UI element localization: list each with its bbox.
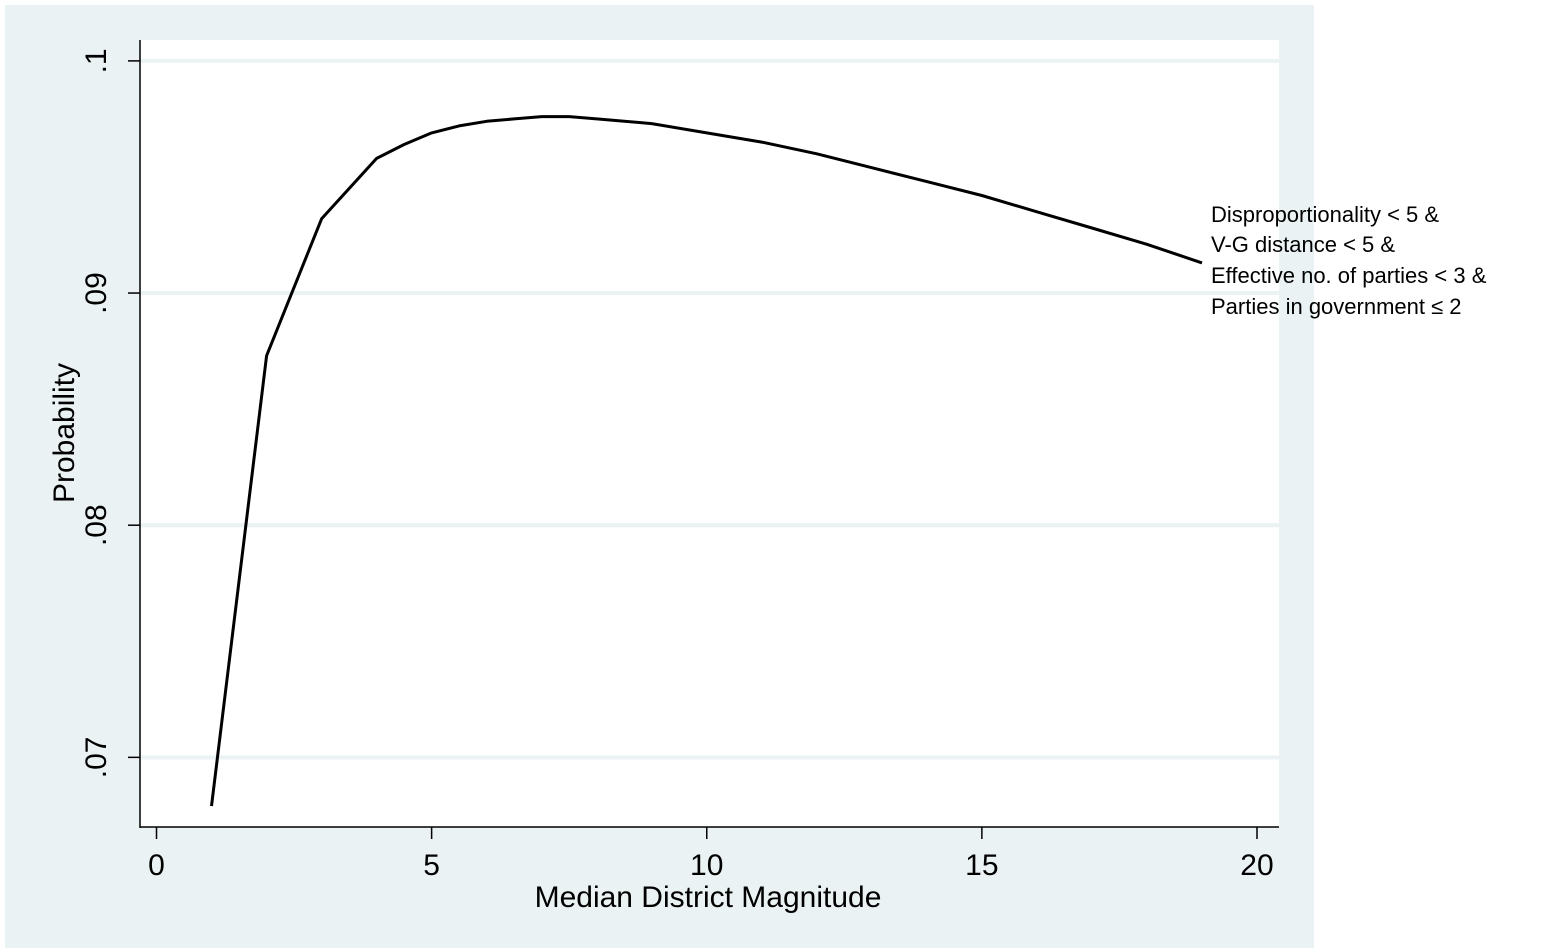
x-tick-label-3: 15	[965, 849, 998, 882]
axes	[128, 40, 1279, 839]
x-tick-label-4: 20	[1240, 849, 1273, 882]
y-tick-label-2: .09	[80, 272, 113, 314]
y-tick-label-1: .08	[80, 504, 113, 546]
plot-area	[140, 40, 1279, 827]
y-axis-title: Probability	[48, 363, 81, 503]
annotation-line-1: Disproportionality < 5 &	[1211, 202, 1439, 227]
series-layer	[210, 115, 1203, 807]
gridlines	[140, 58, 1279, 760]
x-tick-label-1: 5	[423, 849, 440, 882]
line-annotation: Disproportionality < 5 & V-G distance < …	[1211, 202, 1487, 319]
annotation-line-3: Effective no. of parties < 3 &	[1211, 263, 1487, 288]
tick-labels: 0 5 10 15 20 .07 .08 .09 .1	[80, 48, 1274, 882]
y-tick-label-3: .1	[80, 48, 113, 73]
x-tick-label-0: 0	[148, 849, 165, 882]
annotation-line-4: Parties in government ≤ 2	[1211, 294, 1462, 319]
x-tick-label-2: 10	[690, 849, 723, 882]
y-tick-label-0: .07	[80, 736, 113, 778]
annotation-line-2: V-G distance < 5 &	[1211, 232, 1395, 257]
x-axis-title: Median District Magnitude	[535, 881, 882, 914]
series-line-0	[210, 115, 1203, 807]
